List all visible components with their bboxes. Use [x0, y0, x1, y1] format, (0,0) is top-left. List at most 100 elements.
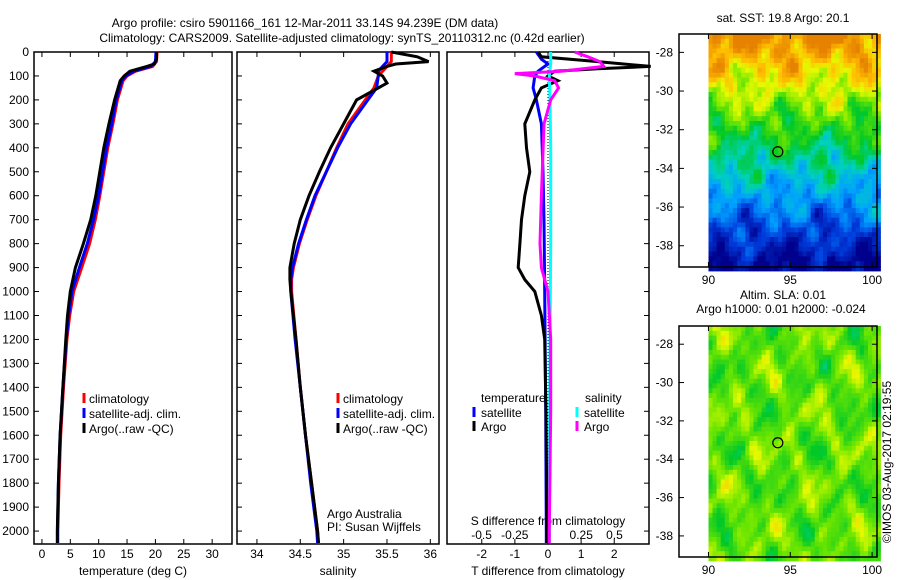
sla-map-cell [814, 493, 820, 500]
sst-map-cell [872, 232, 877, 238]
sst-map-cell [863, 179, 869, 185]
sla-map-cell [728, 445, 734, 452]
sst-map-cell [798, 43, 804, 50]
sst-map-cell [782, 96, 787, 103]
sst-map-cell [769, 261, 775, 267]
sst-map-cell [859, 67, 865, 74]
sla-map-cell [802, 378, 808, 385]
sla-map-cell [773, 488, 779, 495]
sla-map-cell [863, 397, 869, 404]
s-diff-tick-label: 0.25 [570, 528, 594, 542]
sst-map-cell [737, 154, 742, 161]
sla-map-cell [806, 345, 812, 351]
sst-map-cell [737, 208, 742, 214]
sst-map-cell [757, 183, 763, 190]
sla-map-cell [810, 359, 816, 365]
sla-map-cell [765, 469, 771, 476]
sla-map-cell [745, 498, 750, 504]
sst-map-cell [814, 217, 820, 224]
sla-map-cell [728, 340, 734, 346]
sst-map-cell [798, 72, 804, 79]
sla-map-cell [769, 469, 775, 476]
sst-map-cell [818, 188, 824, 195]
sla-map-cell [786, 417, 791, 423]
sst-map-cell [839, 159, 845, 166]
sst-map-cell [823, 150, 828, 156]
sla-map-cell [827, 340, 832, 346]
sla-map-cell [839, 417, 845, 423]
sla-map-cell [708, 474, 714, 480]
sst-map-cell [863, 130, 869, 137]
sla-map-cell [855, 551, 861, 557]
sla-map-cell [761, 484, 767, 490]
sla-map-cell [855, 397, 861, 404]
sst-map-cell [827, 145, 832, 151]
sla-map-cell [728, 527, 734, 533]
sst-map-cell [712, 256, 718, 262]
sla-map-cell [868, 426, 873, 432]
sla-map-cell [839, 551, 845, 557]
sst-map-cell [765, 63, 771, 69]
sst-map-cell [720, 63, 726, 69]
sst-map-cell [847, 53, 853, 59]
sla-map-cell [863, 359, 869, 365]
sla-map-cell [716, 474, 722, 480]
sla-map-cell [786, 326, 791, 332]
sla-map-cell [814, 474, 820, 480]
sst-map-cell [847, 135, 853, 141]
sst-map-cell [769, 38, 775, 45]
sst-map-cell [814, 150, 820, 156]
sla-map-cell [847, 460, 853, 466]
sst-map-cell [835, 261, 840, 267]
sla-map-cell [794, 474, 800, 480]
sla-map-cell [876, 450, 881, 456]
sst-map-cell [749, 63, 755, 69]
sst-map-cell [835, 169, 840, 175]
sla-map-cell [863, 488, 869, 495]
sla-map-cell [847, 393, 853, 399]
sla-map-cell [773, 378, 779, 385]
sst-map-cell [831, 256, 836, 262]
sla-map-cell [868, 378, 873, 385]
sla-map-cell [818, 397, 824, 404]
sst-map-cell [728, 179, 734, 185]
sla-map-cell [708, 522, 714, 528]
sla-map-cell [855, 393, 861, 399]
depth-tick-label: 400 [9, 141, 29, 155]
sst-map-cell [851, 212, 857, 219]
sla-map-cell [753, 373, 759, 380]
sla-map-cell [757, 383, 763, 389]
sla-map-cell [823, 383, 828, 389]
sla-map-cell [737, 326, 742, 332]
sst-map-cell [773, 164, 779, 170]
sst-map-cell [720, 121, 726, 127]
sst-map-cell [794, 43, 800, 50]
sst-map-cell [765, 125, 771, 132]
sla-map-cell [794, 445, 800, 452]
sst-map-cell [851, 92, 857, 98]
sla-map-cell [810, 441, 816, 447]
sst-map-cell [831, 154, 836, 161]
sla-map-cell [859, 407, 865, 413]
sla-map-cell [749, 407, 755, 413]
sst-map-cell [868, 256, 873, 262]
sst-map-cell [855, 193, 861, 199]
sla-map-cell [741, 388, 746, 394]
sst-map-cell [745, 77, 750, 83]
sla-map-cell [859, 541, 865, 548]
sst-map-cell [818, 198, 824, 204]
sst-map-cell [716, 266, 722, 272]
sst-map-cell [728, 169, 734, 175]
sst-map-cell [733, 82, 738, 88]
sst-map-cell [810, 222, 816, 228]
sla-map-cell [802, 421, 808, 428]
sla-map-cell [806, 508, 812, 514]
sla-map-cell [827, 445, 832, 452]
sst-map-cell [778, 43, 783, 50]
sla-map-cell [859, 488, 865, 495]
sst-map-cell [794, 203, 800, 209]
sla-map-cell [814, 517, 820, 524]
sla-map-cell [863, 474, 869, 480]
sla-map-cell [798, 335, 804, 341]
sst-map-cell [761, 150, 767, 156]
